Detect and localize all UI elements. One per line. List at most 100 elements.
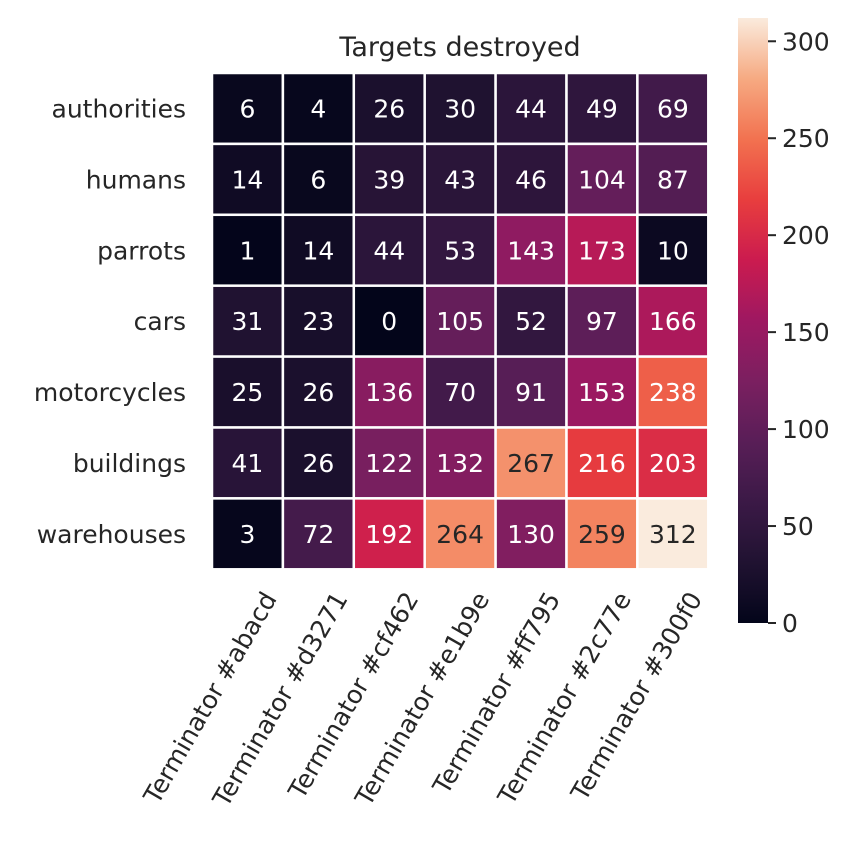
cell-value-label: 267 [507,449,555,478]
x-tick-label: Terminator #d3271 [207,587,354,812]
colorbar [738,18,768,623]
cell-value-label: 105 [436,307,484,336]
cell-value-label: 44 [373,236,405,265]
y-tick-label: motorcycles [34,378,186,407]
cell-value-label: 26 [302,378,334,407]
cell-value-label: 91 [515,378,547,407]
cell-value-label: 3 [239,520,255,549]
cell-value-label: 153 [578,378,626,407]
heatmap-cell [636,213,710,287]
cell-value-label: 53 [444,236,476,265]
cell-value-label: 43 [444,165,476,194]
x-tick-label: Terminator #300f0 [565,587,708,806]
cell-value-label: 4 [310,94,326,123]
heatmap-cell [281,284,356,358]
cell-value-label: 26 [302,449,334,478]
cell-value-label: 46 [515,165,547,194]
y-tick-label: cars [134,307,186,336]
colorbar-tick-label: 300 [782,27,830,56]
colorbar-tick-label: 250 [782,124,830,153]
cell-value-label: 31 [232,307,264,336]
y-tick-label: humans [86,165,186,194]
cell-value-label: 72 [302,520,334,549]
heatmap-cell [352,142,426,217]
cell-value-label: 132 [436,449,484,478]
cell-value-label: 312 [649,520,697,549]
heatmap-cell [565,71,639,146]
cell-value-label: 104 [578,165,626,194]
heatmap-cell [352,497,426,571]
cell-value-label: 6 [239,94,255,123]
chart-title: Targets destroyed [338,32,580,63]
heatmap-cell [281,426,356,500]
colorbar-tick-label: 0 [782,609,798,638]
cell-value-label: 41 [232,449,264,478]
cell-value-label: 30 [444,94,476,123]
cell-value-label: 216 [578,449,626,478]
cell-value-label: 10 [657,236,689,265]
cell-value-label: 39 [373,165,405,194]
cell-value-label: 14 [232,165,264,194]
heatmap-cell [636,142,710,217]
heatmap-cell [565,213,639,287]
cell-value-label: 0 [381,307,397,336]
heatmap-cell [423,497,497,571]
cell-value-label: 173 [578,236,626,265]
y-axis-tick-labels: authorities humans parrots cars motorcycles b… [34,94,186,548]
cell-value-label: 264 [436,520,484,549]
colorbar-tick-label: 50 [782,512,814,541]
cell-value-label: 52 [515,307,547,336]
heatmap-cells [210,71,710,571]
y-tick-label: buildings [73,449,186,478]
heatmap-cell [210,426,285,500]
heatmap-cell [210,142,285,217]
heatmap-cell [636,497,710,571]
cell-value-label: 122 [365,449,413,478]
cell-value-label: 49 [586,94,618,123]
cell-value-label: 97 [586,307,618,336]
cell-value-label: 23 [302,307,334,336]
cell-value-label: 203 [649,449,697,478]
colorbar-tick-label: 200 [782,221,830,250]
heatmap-cell [210,284,285,358]
x-tick-label: Terminator #ff795 [427,587,567,800]
colorbar-ticks: 0 50 100 150 200 250 300 [768,27,830,638]
cell-value-label: 166 [649,307,697,336]
colorbar-tick-label: 150 [782,318,830,347]
cell-value-label: 238 [649,378,697,407]
cell-value-label: 70 [444,378,476,407]
y-tick-label: warehouses [37,520,186,549]
heatmap-cell [565,284,639,358]
cell-value-label: 6 [310,165,326,194]
heatmap-cell [494,497,568,571]
cell-value-label: 136 [365,378,413,407]
x-tick-label: Terminator #cf462 [282,587,424,804]
cell-value-label: 69 [657,94,689,123]
cell-value-label: 1 [239,236,255,265]
cell-value-label: 25 [232,378,264,407]
heatmap-cell [210,355,285,429]
cell-value-label: 44 [515,94,547,123]
y-tick-label: parrots [97,236,186,265]
cell-value-label: 130 [507,520,555,549]
colorbar-tick-label: 100 [782,415,830,444]
x-tick-label: Terminator #e1b9e [349,587,495,811]
heatmap-cell [281,213,356,287]
cell-value-label: 259 [578,520,626,549]
x-tick-label: Terminator #2c77e [492,587,638,810]
cell-value-label: 192 [365,520,413,549]
x-tick-label: Terminator #abacd [137,587,282,809]
heatmap-cell [565,497,639,571]
heatmap-cell [352,355,426,429]
cell-value-label: 14 [302,236,334,265]
heatmap-cell [352,213,426,287]
y-tick-label: authorities [52,94,187,123]
cell-value-label: 26 [373,94,405,123]
heatmap-cell [210,71,285,146]
heatmap-cell [494,142,568,217]
heatmap-cell [636,426,710,500]
cell-value-label: 87 [657,165,689,194]
